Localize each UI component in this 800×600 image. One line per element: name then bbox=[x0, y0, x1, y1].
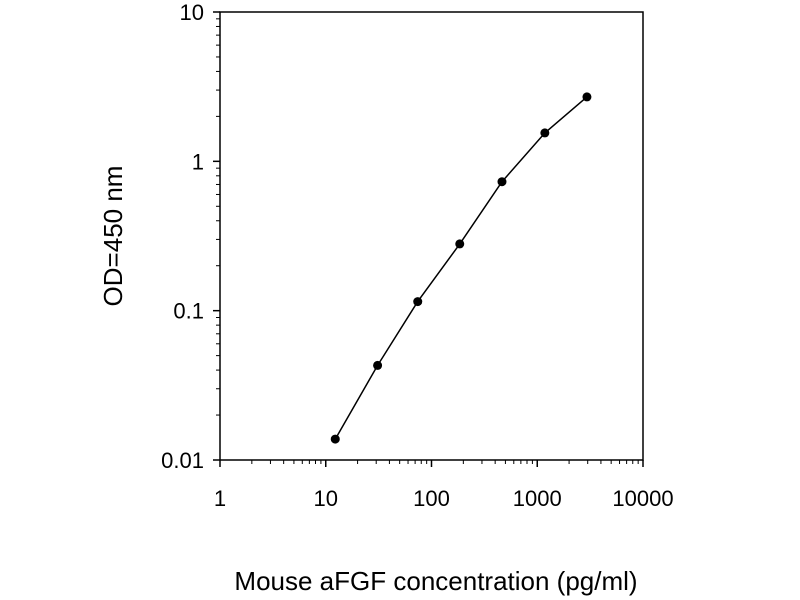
x-tick-label: 10 bbox=[314, 486, 338, 511]
y-tick-label: 10 bbox=[180, 0, 204, 25]
plot-frame bbox=[219, 11, 644, 461]
x-axis-label: Mouse aFGF concentration (pg/ml) bbox=[234, 566, 637, 596]
data-point bbox=[497, 177, 507, 187]
y-tick-label: 0.01 bbox=[161, 448, 204, 473]
data-point bbox=[330, 434, 340, 444]
y-tick-label: 0.1 bbox=[173, 299, 204, 324]
data-point bbox=[373, 360, 383, 370]
data-point bbox=[582, 92, 592, 102]
x-tick-label: 10000 bbox=[612, 486, 673, 511]
y-axis: 0.01 0.1 1 10 bbox=[161, 0, 220, 473]
data-point bbox=[413, 297, 423, 307]
series-line bbox=[334, 96, 588, 440]
y-tick-label: 1 bbox=[192, 149, 204, 174]
series-group bbox=[330, 92, 592, 444]
data-point bbox=[455, 239, 465, 249]
x-tick-label: 100 bbox=[413, 486, 450, 511]
x-axis: 1 10 100 1000 10000 bbox=[214, 460, 674, 511]
y-axis-label: OD=450 nm bbox=[98, 166, 128, 307]
x-tick-label: 1000 bbox=[513, 486, 562, 511]
x-tick-label: 1 bbox=[214, 486, 226, 511]
data-point bbox=[540, 128, 550, 138]
